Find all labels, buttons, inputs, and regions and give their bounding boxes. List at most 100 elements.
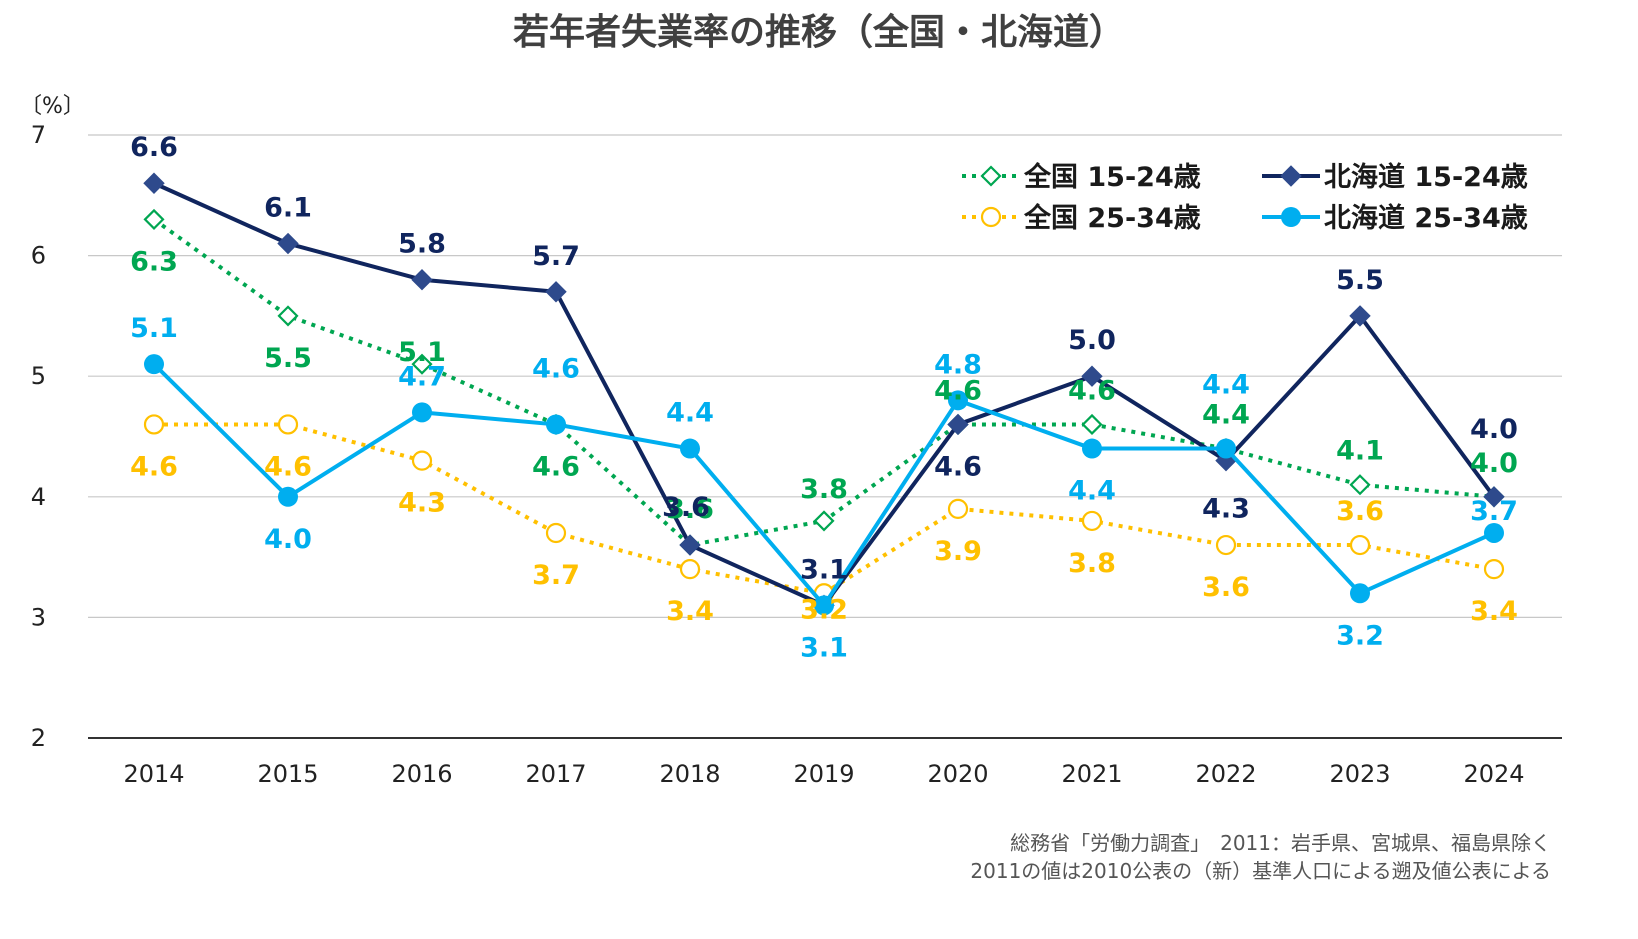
data-point-hok_25_34 [1484,522,1504,543]
data-point-hok_25_34 [680,438,700,459]
data-label-nat_15_24: 4.4 [1202,400,1250,431]
legend-marker [1281,207,1301,227]
data-label-hok_15_24: 5.5 [1336,265,1384,296]
y-tick-label: 5 [31,362,46,390]
legend-marker [980,206,1002,228]
legend-marker [1280,165,1302,187]
data-label-nat_25_34: 3.2 [800,594,848,625]
y-tick-label: 2 [31,724,46,752]
data-label-hok_25_34: 3.2 [1336,620,1384,651]
x-tick-label: 2020 [927,760,988,788]
chart-title: 若年者失業率の推移（全国・北海道） [513,11,1125,53]
series-line-hok_15_24 [153,181,1496,608]
data-point-nat_25_34 [947,498,969,519]
x-tick-label: 2024 [1463,760,1524,788]
data-label-nat_15_24: 3.6 [666,494,714,525]
data-point-nat_25_34 [411,450,433,471]
y-unit-label: 〔%〕 [20,94,85,119]
data-point-nat_25_34 [1349,534,1371,556]
data-label-hok_25_34: 3.7 [1470,496,1518,527]
legend-item-hok_25_34: 北海道 25-34歳 [1262,202,1528,234]
y-tick-label: 6 [31,242,46,270]
data-label-hok_25_34: 4.4 [1202,370,1250,401]
data-label-nat_15_24: 5.1 [398,337,446,368]
data-point-nat_25_34 [143,414,165,435]
data-label-nat_15_24: 4.0 [1470,448,1518,479]
data-point-hok_15_24 [1483,486,1505,508]
x-tick-label: 2014 [123,760,184,788]
data-label-hok_15_24: 5.7 [532,241,580,272]
data-point-nat_15_24 [411,353,433,375]
data-label-nat_25_34: 3.4 [1470,596,1518,627]
legend-label: 全国 25-34歳 [1023,202,1201,234]
data-label-hok_15_24: 6.1 [264,193,312,224]
data-point-hok_15_24 [277,232,299,255]
data-point-hok_25_34 [1082,438,1102,459]
data-label-hok_15_24: 5.8 [398,229,446,260]
y-tick-label: 7 [31,121,46,149]
data-point-hok_15_24 [545,281,567,303]
data-label-nat_15_24: 5.5 [264,343,312,374]
data-label-hok_15_24: 4.3 [1202,494,1250,525]
data-label-nat_25_34: 3.9 [934,536,982,567]
legend-item-nat_15_24: 全国 15-24歳 [962,161,1201,193]
data-label-hok_25_34: 4.6 [532,353,580,384]
data-label-hok_25_34: 4.8 [934,349,982,380]
source-note: 総務省「労働力調査」 2011：岩手県、宮城県、福島県除く 2011の値は2010… [970,831,1551,883]
data-point-nat_25_34 [545,522,567,544]
legend-marker [980,165,1002,187]
data-label-nat_25_34: 3.4 [666,596,714,627]
data-label-nat_25_34: 3.6 [1202,572,1250,603]
data-point-hok_25_34 [278,486,298,507]
data-label-hok_25_34: 4.4 [1068,476,1116,507]
source-line: 2011の値は2010公表の（新）基準人口による遡及値公表による [970,859,1551,883]
data-point-hok_15_24 [679,534,701,556]
data-label-nat_25_34: 3.6 [1336,496,1384,527]
data-point-hok_15_24 [411,269,433,291]
data-label-nat_15_24: 4.6 [1068,375,1116,406]
data-label-nat_15_24: 3.8 [800,474,848,505]
data-point-hok_15_24 [1349,305,1371,327]
data-label-hok_15_24: 3.6 [662,492,710,523]
data-point-nat_25_34 [277,414,299,435]
legend-item-hok_15_24: 北海道 15-24歳 [1262,161,1528,193]
series-nat_25_34 [143,414,1505,604]
data-point-hok_15_24 [947,413,969,436]
x-tick-label: 2021 [1061,760,1122,788]
x-tick-label: 2015 [257,760,318,788]
data-label-hok_25_34: 3.1 [800,632,848,663]
x-tick-label: 2022 [1195,760,1256,788]
data-label-nat_25_34: 4.6 [264,451,312,482]
data-point-nat_25_34 [679,559,701,580]
series-hok_15_24 [143,172,1505,617]
data-point-nat_15_24 [1081,413,1103,435]
data-point-nat_15_24 [143,208,165,230]
data-point-hok_25_34 [814,595,834,616]
series-hok_25_34 [144,354,1504,616]
data-label-hok_15_24: 3.1 [800,554,848,585]
x-tick-label: 2023 [1329,760,1390,788]
data-labels: 4.6 4.64.33.73.4 3.23.9 3.83.63.63.46.35.5 5… [130,132,1518,663]
source-line: 総務省「労働力調査」 2011：岩手県、宮城県、福島県除く [1010,831,1551,855]
data-point-nat_15_24 [1349,474,1371,496]
y-tick-label: 4 [31,483,46,511]
legend-label: 北海道 25-34歳 [1324,202,1528,234]
data-point-hok_25_34 [412,402,432,423]
data-point-hok_25_34 [1350,583,1370,604]
data-label-hok_25_34: 4.7 [398,361,446,392]
legend-item-nat_25_34: 全国 25-34歳 [962,202,1201,234]
data-point-hok_25_34 [948,390,968,411]
legend-label: 全国 15-24歳 [1023,161,1201,193]
x-tick-label: 2016 [391,760,452,788]
data-point-nat_25_34 [1215,534,1237,556]
data-label-nat_25_34: 4.6 [130,451,178,482]
data-label-nat_25_34: 3.8 [1068,548,1116,579]
data-label-hok_15_24: 4.0 [1470,414,1518,445]
data-label-nat_15_24: 4.1 [1336,436,1384,467]
data-label-hok_15_24: 5.0 [1068,325,1116,356]
y-tick-label: 3 [31,603,46,631]
legend-label: 北海道 15-24歳 [1324,161,1528,193]
data-point-hok_25_34 [144,354,164,375]
